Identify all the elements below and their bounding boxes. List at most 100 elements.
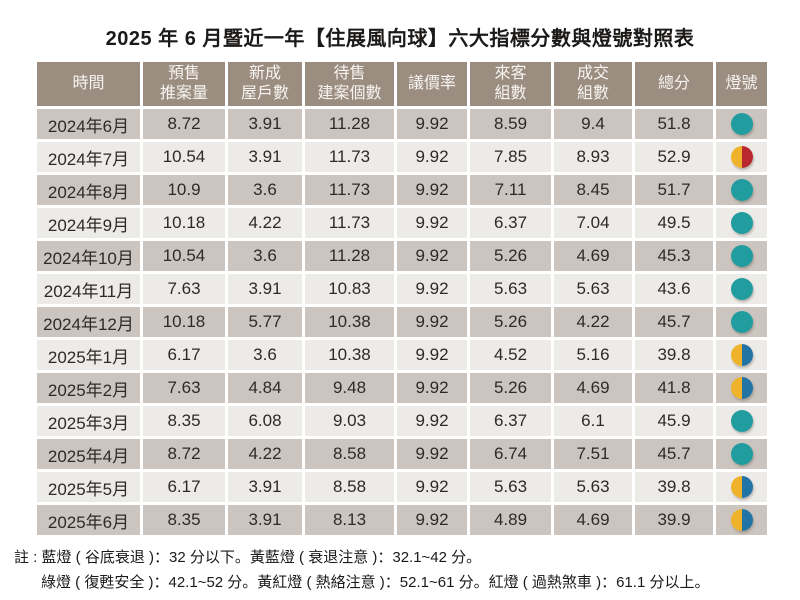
value-cell: 9.92 bbox=[397, 208, 467, 238]
value-cell: 9.92 bbox=[397, 406, 467, 436]
table-row: 2024年10月 10.54 3.6 11.28 9.92 5.26 4.69 45.3 bbox=[37, 241, 767, 271]
value-cell: 7.11 bbox=[470, 175, 551, 205]
value-cell: 11.73 bbox=[305, 142, 394, 172]
month-cell: 2024年9月 bbox=[37, 208, 140, 238]
value-cell: 9.48 bbox=[305, 373, 394, 403]
table-row: 2024年8月 10.9 3.6 11.73 9.92 7.11 8.45 51.7 bbox=[37, 175, 767, 205]
value-cell: 11.28 bbox=[305, 241, 394, 271]
value-cell: 9.92 bbox=[397, 307, 467, 337]
indicator-table: 時間 預售 推案量 新成 屋戶數 待售 建案個數 議價率 來客 組數 成交 組數… bbox=[34, 59, 770, 538]
value-cell: 6.37 bbox=[470, 208, 551, 238]
value-cell: 39.8 bbox=[635, 340, 713, 370]
value-cell: 11.73 bbox=[305, 208, 394, 238]
value-cell: 8.35 bbox=[143, 406, 225, 436]
value-cell: 3.6 bbox=[228, 241, 302, 271]
table-row: 2024年12月 10.18 5.77 10.38 9.92 5.26 4.22 45.7 bbox=[37, 307, 767, 337]
value-cell: 11.28 bbox=[305, 109, 394, 139]
value-cell: 5.63 bbox=[470, 274, 551, 304]
value-cell: 45.3 bbox=[635, 241, 713, 271]
value-cell: 39.8 bbox=[635, 472, 713, 502]
column-header-visitor-groups: 來客 組數 bbox=[470, 62, 551, 106]
value-cell: 4.22 bbox=[554, 307, 632, 337]
value-cell: 6.08 bbox=[228, 406, 302, 436]
value-cell: 8.13 bbox=[305, 505, 394, 535]
table-row: 2025年6月 8.35 3.91 8.13 9.92 4.89 4.69 39.9 bbox=[37, 505, 767, 535]
green-light-icon bbox=[730, 278, 753, 300]
value-cell: 8.35 bbox=[143, 505, 225, 535]
column-header-signal-light: 燈號 bbox=[716, 62, 767, 106]
green-light-icon bbox=[730, 410, 753, 432]
value-cell: 4.22 bbox=[228, 208, 302, 238]
value-cell: 45.7 bbox=[635, 307, 713, 337]
value-cell: 3.91 bbox=[228, 109, 302, 139]
light-cell bbox=[716, 439, 767, 469]
light-cell bbox=[716, 274, 767, 304]
column-header-negotiation-rate: 議價率 bbox=[397, 62, 467, 106]
value-cell: 10.38 bbox=[305, 307, 394, 337]
column-header-unsold-projects: 待售 建案個數 bbox=[305, 62, 394, 106]
value-cell: 6.37 bbox=[470, 406, 551, 436]
value-cell: 5.26 bbox=[470, 373, 551, 403]
green-light-icon bbox=[730, 113, 753, 135]
green-light-icon bbox=[730, 212, 753, 234]
note-line-1-text: 藍燈 ( 谷底衰退 )：32 分以下。黃藍燈 ( 衰退注意 )：32.1~42 … bbox=[41, 549, 482, 566]
month-cell: 2025年2月 bbox=[37, 373, 140, 403]
month-cell: 2024年11月 bbox=[37, 274, 140, 304]
value-cell: 51.8 bbox=[635, 109, 713, 139]
column-header-total-score: 總分 bbox=[635, 62, 713, 106]
value-cell: 3.91 bbox=[228, 142, 302, 172]
yellow-blue-light-icon bbox=[730, 509, 753, 531]
value-cell: 8.45 bbox=[554, 175, 632, 205]
value-cell: 5.63 bbox=[470, 472, 551, 502]
page-title: 2025 年 6 月暨近一年【住展風向球】六大指標分數與燈號對照表 bbox=[105, 28, 695, 50]
month-cell: 2024年10月 bbox=[37, 241, 140, 271]
month-cell: 2025年4月 bbox=[37, 439, 140, 469]
value-cell: 8.59 bbox=[470, 109, 551, 139]
value-cell: 9.92 bbox=[397, 241, 467, 271]
value-cell: 10.83 bbox=[305, 274, 394, 304]
value-cell: 8.58 bbox=[305, 472, 394, 502]
light-cell bbox=[716, 373, 767, 403]
value-cell: 6.17 bbox=[143, 472, 225, 502]
value-cell: 8.58 bbox=[305, 439, 394, 469]
green-light-icon bbox=[730, 245, 753, 267]
value-cell: 43.6 bbox=[635, 274, 713, 304]
value-cell: 9.92 bbox=[397, 274, 467, 304]
value-cell: 4.69 bbox=[554, 241, 632, 271]
light-cell bbox=[716, 505, 767, 535]
green-light-icon bbox=[730, 311, 753, 333]
value-cell: 5.77 bbox=[228, 307, 302, 337]
month-cell: 2024年8月 bbox=[37, 175, 140, 205]
value-cell: 6.1 bbox=[554, 406, 632, 436]
light-cell bbox=[716, 142, 767, 172]
value-cell: 4.69 bbox=[554, 505, 632, 535]
note-line-2: 綠燈 ( 復甦安全 )：42.1~52 分。黃紅燈 ( 熱絡注意 )：52.1~… bbox=[41, 574, 710, 591]
month-cell: 2025年3月 bbox=[37, 406, 140, 436]
table-body: 2024年6月 8.72 3.91 11.28 9.92 8.59 9.4 51.8 2024年… bbox=[37, 109, 767, 535]
value-cell: 5.16 bbox=[554, 340, 632, 370]
column-header-deal-groups: 成交 組數 bbox=[554, 62, 632, 106]
column-header-time: 時間 bbox=[37, 62, 140, 106]
month-cell: 2024年7月 bbox=[37, 142, 140, 172]
value-cell: 9.92 bbox=[397, 340, 467, 370]
value-cell: 4.52 bbox=[470, 340, 551, 370]
table-row: 2025年1月 6.17 3.6 10.38 9.92 4.52 5.16 39.8 bbox=[37, 340, 767, 370]
value-cell: 9.92 bbox=[397, 439, 467, 469]
yellow-red-light-icon bbox=[730, 146, 753, 168]
green-light-icon bbox=[730, 443, 753, 465]
value-cell: 6.74 bbox=[470, 439, 551, 469]
value-cell: 7.63 bbox=[143, 274, 225, 304]
value-cell: 3.91 bbox=[228, 505, 302, 535]
value-cell: 3.91 bbox=[228, 472, 302, 502]
yellow-blue-light-icon bbox=[730, 377, 753, 399]
light-cell bbox=[716, 241, 767, 271]
yellow-blue-light-icon bbox=[730, 476, 753, 498]
value-cell: 39.9 bbox=[635, 505, 713, 535]
value-cell: 3.6 bbox=[228, 340, 302, 370]
value-cell: 7.63 bbox=[143, 373, 225, 403]
value-cell: 5.26 bbox=[470, 241, 551, 271]
note-prefix: 註 : bbox=[14, 549, 38, 566]
value-cell: 8.72 bbox=[143, 109, 225, 139]
value-cell: 9.92 bbox=[397, 109, 467, 139]
